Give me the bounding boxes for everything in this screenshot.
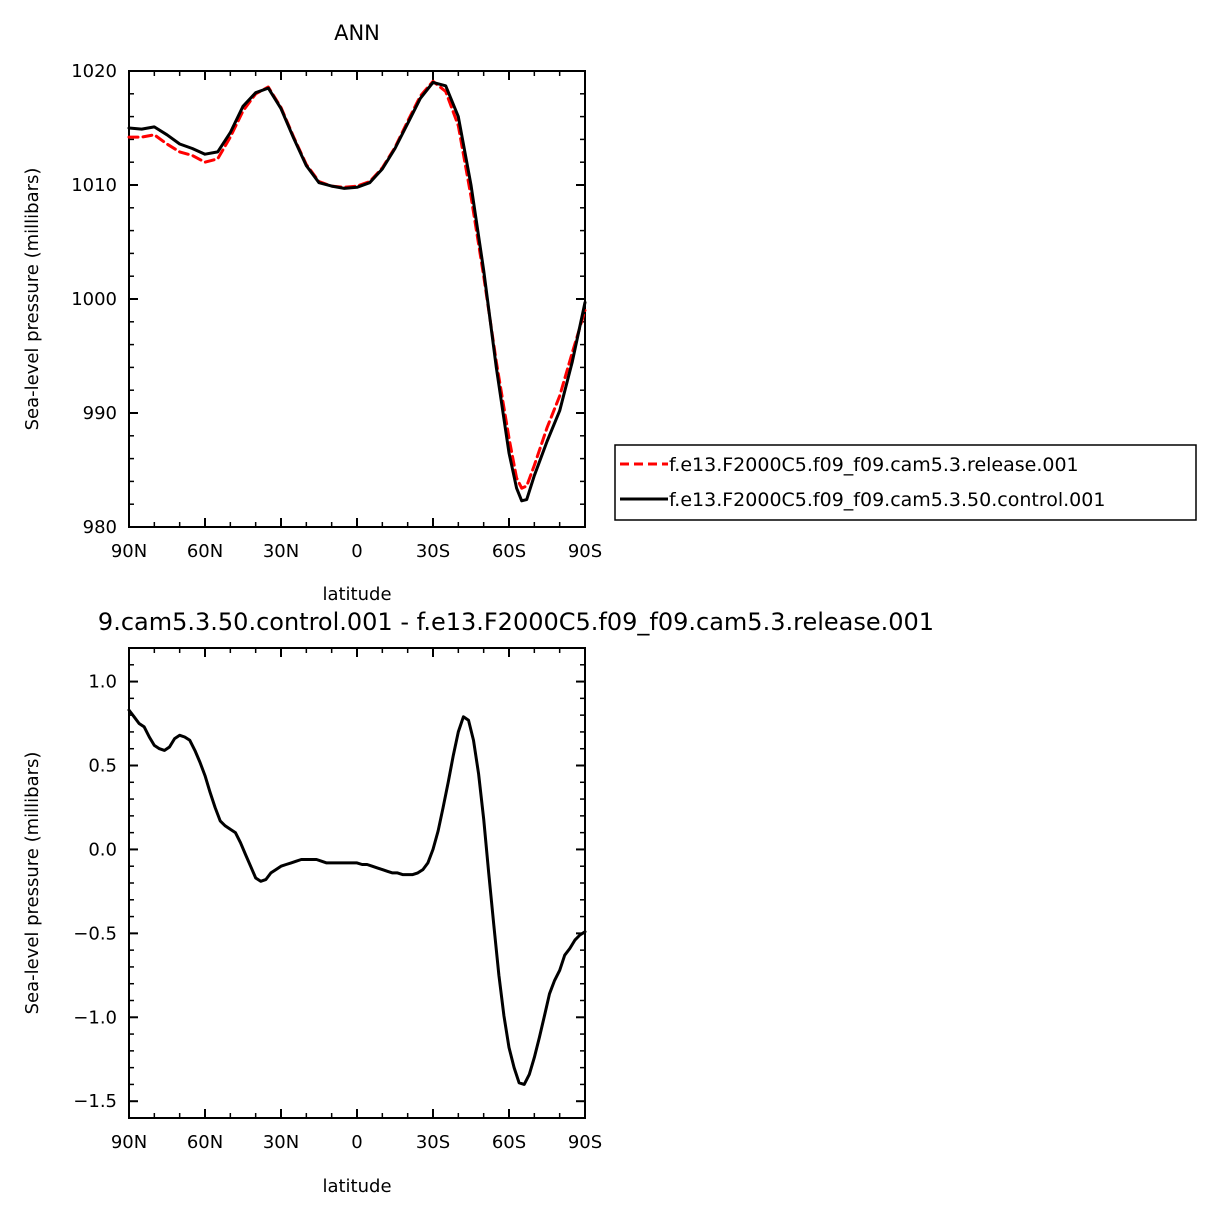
top-x-axis-label: latitude xyxy=(322,584,391,605)
bottom-y-axis-label: Sea-level pressure (millibars) xyxy=(22,752,43,1015)
bottom-series-line-0 xyxy=(127,708,587,1086)
bottom-x-tick-labels: 90N 60N 30N 0 30S 60S 90S xyxy=(111,1132,602,1153)
bottom-y-tick-labels: 1.0 0.5 0.0 −0.5 −1.0 −1.5 xyxy=(73,672,117,1113)
bottom-y-tick-label: 0.0 xyxy=(88,839,117,860)
bottom-x-tick-label: 60N xyxy=(187,1132,223,1153)
bottom-x-tick-label: 0 xyxy=(351,1132,362,1153)
top-chart-title: ANN xyxy=(334,21,380,45)
bottom-y-tick-label: 0.5 xyxy=(88,756,117,777)
top-x-tick-labels: 90N 60N 30N 0 30S 60S 90S xyxy=(111,541,602,562)
bottom-y-tick-label: −1.5 xyxy=(73,1091,117,1112)
top-y-tick-label: 980 xyxy=(83,517,117,538)
top-x-tick-label: 60N xyxy=(187,541,223,562)
top-y-axis-label: Sea-level pressure (millibars) xyxy=(22,168,43,431)
top-y-tick-labels: 1020 1010 1000 990 980 xyxy=(71,61,117,538)
bottom-x-tick-label: 30S xyxy=(416,1132,450,1153)
legend-box xyxy=(614,444,1197,521)
top-x-tick-label: 90N xyxy=(111,541,147,562)
top-x-tick-label: 30N xyxy=(263,541,299,562)
bottom-x-tick-label: 30N xyxy=(263,1132,299,1153)
top-y-tick-label: 1020 xyxy=(71,61,117,82)
top-x-tick-label: 60S xyxy=(492,541,526,562)
bottom-chart: 9.cam5.3.50.control.001 - f.e13.F2000C5.… xyxy=(22,608,934,1197)
bottom-x-axis-label: latitude xyxy=(322,1176,391,1197)
bottom-chart-title: 9.cam5.3.50.control.001 - f.e13.F2000C5.… xyxy=(98,608,934,636)
top-x-tick-label: 0 xyxy=(351,541,362,562)
top-axis-ticks xyxy=(128,70,586,528)
top-y-tick-label: 990 xyxy=(83,403,117,424)
bottom-y-tick-label: −1.0 xyxy=(73,1007,117,1028)
top-x-tick-label: 30S xyxy=(416,541,450,562)
top-y-tick-label: 1010 xyxy=(71,175,117,196)
bottom-axis-ticks xyxy=(128,648,586,1118)
bottom-x-tick-label: 90N xyxy=(111,1132,147,1153)
legend-label-release: f.e13.F2000C5.f09_f09.cam5.3.release.001 xyxy=(669,454,1079,476)
top-chart: ANN 90N 60N 30N 0 30S 60S 90S 1020 1010 1000 990 9… xyxy=(22,21,602,605)
bottom-y-tick-label: −0.5 xyxy=(73,923,117,944)
bottom-x-tick-label: 60S xyxy=(492,1132,526,1153)
bottom-y-tick-label: 1.0 xyxy=(88,672,117,693)
bottom-series-lines xyxy=(127,708,587,1086)
bottom-x-tick-label: 90S xyxy=(568,1132,602,1153)
legend: f.e13.F2000C5.f09_f09.cam5.3.release.001… xyxy=(614,444,1197,521)
top-x-tick-label: 90S xyxy=(568,541,602,562)
top-y-tick-label: 1000 xyxy=(71,289,117,310)
top-series-line-0 xyxy=(127,79,587,490)
legend-label-control: f.e13.F2000C5.f09_f09.cam5.3.50.control.… xyxy=(669,489,1105,511)
top-series-lines xyxy=(127,79,587,503)
top-series-line-1 xyxy=(127,80,587,503)
